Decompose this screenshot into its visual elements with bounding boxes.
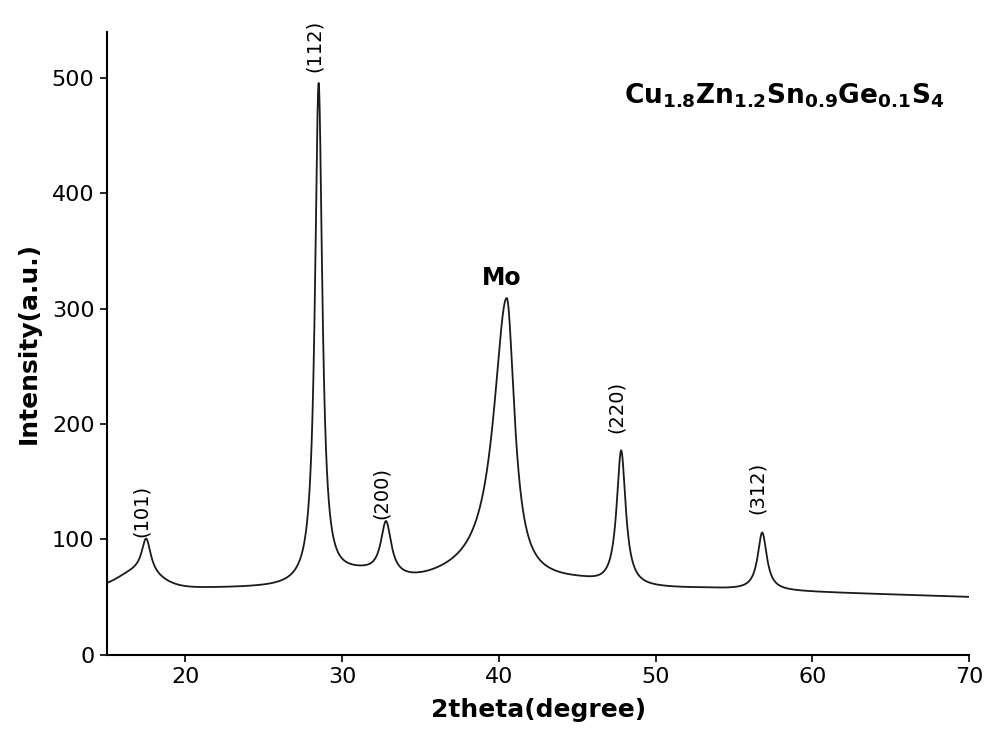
Text: (200): (200) [372, 466, 391, 519]
Text: $\mathbf{Cu_{1.8}Zn_{1.2}Sn_{0.9}Ge_{0.1}S_{4}}$: $\mathbf{Cu_{1.8}Zn_{1.2}Sn_{0.9}Ge_{0.1… [624, 82, 945, 110]
X-axis label: 2theta(degree): 2theta(degree) [431, 698, 646, 722]
Text: (312): (312) [748, 462, 767, 514]
Text: (220): (220) [607, 381, 626, 433]
Text: (101): (101) [132, 485, 151, 537]
Text: Mo: Mo [482, 266, 522, 290]
Text: (112): (112) [304, 20, 323, 72]
Y-axis label: Intensity(a.u.): Intensity(a.u.) [17, 242, 41, 444]
